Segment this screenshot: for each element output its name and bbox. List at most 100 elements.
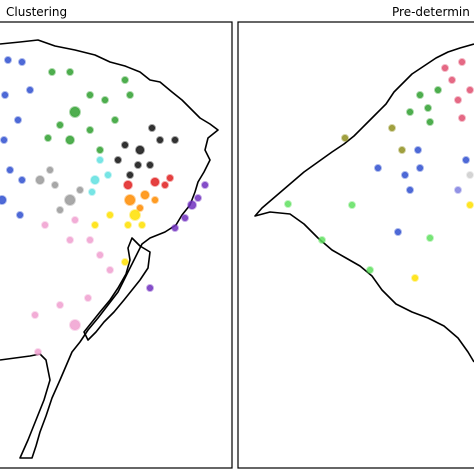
site-dot <box>66 236 74 244</box>
site-dot <box>86 236 94 244</box>
site-dot <box>44 134 52 142</box>
site-dot <box>374 164 382 172</box>
site-dot <box>114 156 122 164</box>
site-dot <box>121 76 129 84</box>
site-dot <box>458 114 466 122</box>
site-dot <box>121 258 129 266</box>
site-dot <box>448 76 456 84</box>
site-dot <box>140 190 150 200</box>
panel-title: Clustering <box>6 5 67 19</box>
site-dot <box>106 266 114 274</box>
panel-frame <box>237 21 474 469</box>
site-dot <box>88 188 96 196</box>
site-dot <box>35 175 45 185</box>
site-dot <box>416 164 424 172</box>
coastline <box>0 39 219 459</box>
site-dot <box>0 136 8 144</box>
site-dot <box>56 206 64 214</box>
site-dot <box>46 166 54 174</box>
site-dot <box>96 251 104 259</box>
site-dot <box>166 174 174 182</box>
site-dot <box>171 224 179 232</box>
site-dot <box>366 266 374 274</box>
site-dot <box>121 141 129 149</box>
site-dot <box>76 186 84 194</box>
site-dot <box>414 146 422 154</box>
site-dot <box>401 171 409 179</box>
site-dot <box>124 194 136 206</box>
site-dot <box>126 91 134 99</box>
site-dot <box>394 228 402 236</box>
site-dot <box>90 175 100 185</box>
site-dot <box>150 177 160 187</box>
site-dot <box>441 64 449 72</box>
site-dot <box>71 216 79 224</box>
site-dot <box>123 180 133 190</box>
site-dot <box>56 301 64 309</box>
site-dot <box>135 145 145 155</box>
site-dot <box>138 221 146 229</box>
site-dot <box>406 186 414 194</box>
site-dot <box>48 68 56 76</box>
site-dot <box>96 156 104 164</box>
site-dot <box>171 136 179 144</box>
site-dot <box>56 121 64 129</box>
site-dot <box>434 86 442 94</box>
coastline <box>254 43 474 363</box>
site-dot <box>416 91 424 99</box>
site-dot <box>146 284 154 292</box>
site-dot <box>426 118 434 126</box>
site-dot <box>348 201 356 209</box>
panel-frame <box>0 21 233 469</box>
site-dot <box>104 171 112 179</box>
site-dot <box>181 214 189 222</box>
site-dot <box>388 124 396 132</box>
site-dot <box>156 136 164 144</box>
site-dot <box>318 236 326 244</box>
site-dot <box>96 146 104 154</box>
site-dot <box>129 209 141 221</box>
site-dot <box>26 86 34 94</box>
site-dot <box>34 348 42 356</box>
site-dot <box>426 234 434 242</box>
site-dot <box>466 171 474 179</box>
site-dot <box>462 156 470 164</box>
site-dot <box>69 319 81 331</box>
site-dot <box>84 294 92 302</box>
site-dot <box>411 274 419 282</box>
site-dot <box>51 181 59 189</box>
site-dot <box>41 221 49 229</box>
site-dot <box>136 204 144 212</box>
site-dot <box>86 91 94 99</box>
panel-title: Pre-determin <box>392 5 470 19</box>
site-dot <box>14 116 22 124</box>
site-dot <box>398 146 406 154</box>
site-dot <box>111 116 119 124</box>
site-dot <box>1 91 9 99</box>
site-dot <box>66 68 74 76</box>
site-dot <box>18 58 26 66</box>
site-dot <box>466 86 474 94</box>
site-dot <box>161 181 169 189</box>
lagoon <box>83 237 151 341</box>
site-dot <box>18 176 26 184</box>
site-dot <box>187 200 197 210</box>
site-dot <box>406 108 414 116</box>
site-dot <box>146 161 154 169</box>
site-dot <box>151 196 159 204</box>
site-dot <box>0 195 7 205</box>
site-dot <box>424 104 432 112</box>
site-dot <box>148 124 156 132</box>
site-dot <box>194 194 202 202</box>
site-dot <box>69 106 81 118</box>
site-dot <box>466 201 474 209</box>
site-dot <box>454 96 462 104</box>
site-dot <box>124 221 132 229</box>
site-dot <box>134 161 142 169</box>
site-dot <box>6 166 14 174</box>
site-dot <box>4 56 12 64</box>
site-dot <box>341 134 349 142</box>
site-dot <box>64 194 76 206</box>
site-dot <box>458 58 466 66</box>
